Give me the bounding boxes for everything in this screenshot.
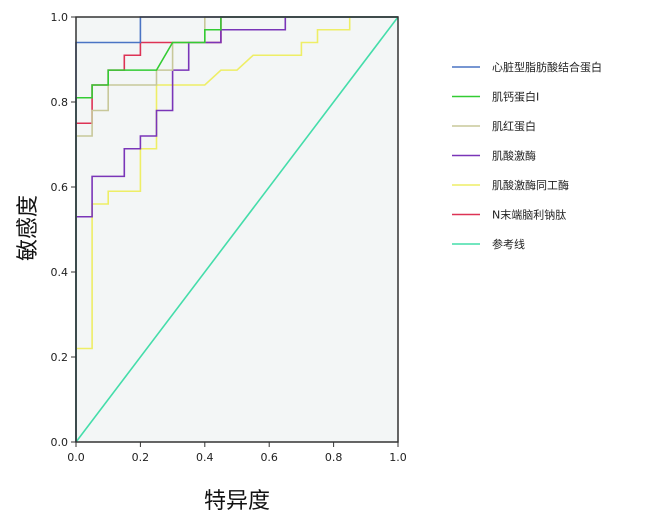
legend-label: 肌红蛋白: [492, 119, 536, 133]
plot-frame: [75, 16, 399, 443]
legend-label: 肌酸激酶同工酶: [492, 178, 569, 192]
legend-label: 肌钙蛋白I: [492, 90, 539, 104]
x-axis-title: 特异度: [204, 489, 270, 514]
y-axis: 0.0 0.2 0.4 0.6 0.8 1.0: [51, 11, 76, 449]
x-tick-label: 0.2: [132, 451, 150, 464]
y-tick-label: 0.2: [51, 351, 69, 364]
x-tick-label: 0.6: [260, 451, 278, 464]
x-tick-label: 1.0: [389, 451, 407, 464]
x-tick-label: 0.4: [196, 451, 214, 464]
y-tick-label: 0.6: [51, 181, 69, 194]
series-line-6: [75, 16, 399, 443]
y-tick-label: 1.0: [51, 11, 69, 24]
legend-label: N末端脑利钠肽: [492, 208, 566, 222]
x-tick-label: 0.8: [325, 451, 343, 464]
legend-label: 肌酸激酶: [492, 149, 536, 163]
y-tick-label: 0.0: [51, 436, 69, 449]
y-tick-label: 0.8: [51, 96, 69, 109]
x-tick-label: 0.0: [67, 451, 85, 464]
legend-label: 心脏型脂肪酸结合蛋白: [492, 60, 602, 74]
y-tick-label: 0.4: [51, 266, 69, 279]
legend-label: 参考线: [492, 237, 525, 251]
y-axis-title: 敏感度: [16, 195, 41, 261]
x-axis: 0.0 0.2 0.4 0.6 0.8 1.0: [67, 442, 407, 464]
series-line-4: [75, 16, 398, 442]
series-line-1: [75, 16, 398, 442]
